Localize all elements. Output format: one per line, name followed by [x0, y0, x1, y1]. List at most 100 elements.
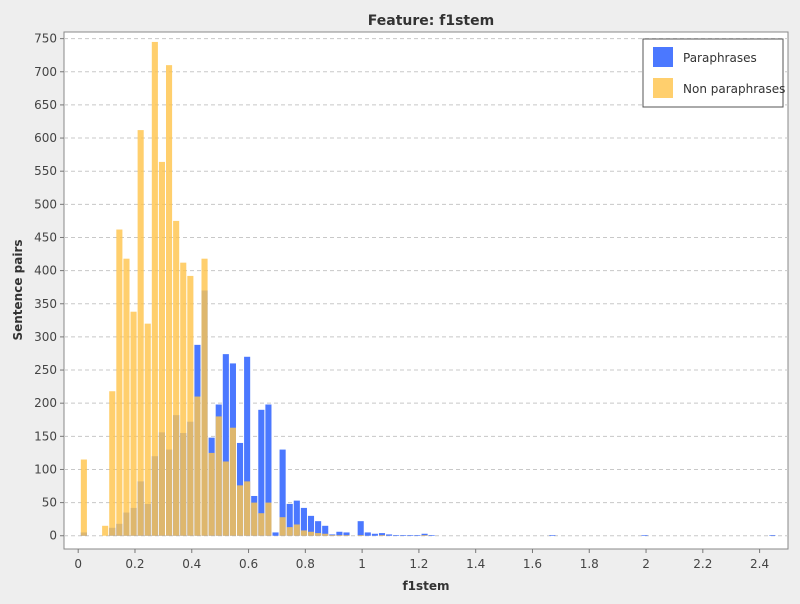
bar-paraphrases [357, 521, 364, 536]
bar-non-paraphrases [251, 502, 258, 536]
bar-paraphrases [222, 354, 229, 536]
bar-non-paraphrases [293, 524, 300, 536]
bar-paraphrases [428, 535, 435, 536]
x-tick-label: 0.6 [239, 557, 258, 571]
bar-paraphrases [244, 356, 251, 536]
bar-non-paraphrases [80, 459, 87, 536]
bar-non-paraphrases [208, 452, 215, 536]
bar-non-paraphrases [130, 311, 137, 536]
bar-non-paraphrases [194, 396, 201, 536]
bar-non-paraphrases [315, 533, 322, 536]
bars [80, 41, 776, 536]
bar-non-paraphrases [123, 258, 130, 536]
bar-non-paraphrases [336, 535, 343, 536]
x-axis: 0 0.2 0.4 0.6 0.8 1 1.2 1.4 1.6 1.8 2 2.2 2.4 [74, 549, 769, 571]
x-tick-label: 1.6 [523, 557, 542, 571]
y-tick-label: 100 [34, 462, 57, 476]
x-tick-label: 2.4 [750, 557, 769, 571]
bar-non-paraphrases [300, 530, 307, 536]
y-tick-label: 450 [34, 230, 57, 244]
bar-non-paraphrases [307, 531, 315, 536]
y-tick-label: 250 [34, 363, 57, 377]
bar-paraphrases [769, 535, 776, 536]
bar-non-paraphrases [286, 527, 293, 536]
y-tick-label: 150 [34, 429, 57, 443]
bar-paraphrases [641, 535, 648, 536]
bar-non-paraphrases [236, 485, 244, 536]
bar-non-paraphrases [173, 220, 180, 536]
plot-area [63, 31, 789, 550]
x-tick-label: 0.4 [182, 557, 201, 571]
bar-non-paraphrases [109, 391, 116, 536]
bar-non-paraphrases [116, 229, 123, 536]
legend-label-paraphrases: Paraphrases [683, 51, 757, 65]
y-tick-label: 0 [49, 529, 57, 543]
bar-non-paraphrases [180, 262, 187, 536]
bar-non-paraphrases [222, 461, 229, 536]
bar-paraphrases [549, 535, 556, 536]
bar-paraphrases [286, 503, 293, 536]
y-tick-label: 750 [34, 32, 57, 46]
bar-paraphrases [364, 532, 371, 536]
bar-non-paraphrases [229, 427, 236, 536]
bar-paraphrases [293, 500, 300, 536]
chart-title: Feature: f1stem [368, 13, 494, 29]
bar-non-paraphrases [343, 535, 350, 536]
y-tick-label: 400 [34, 264, 57, 278]
bar-paraphrases [400, 535, 407, 536]
y-tick-label: 200 [34, 396, 57, 410]
bar-non-paraphrases [144, 323, 151, 536]
bar-non-paraphrases [244, 481, 251, 536]
x-tick-label: 1.2 [409, 557, 428, 571]
y-tick-label: 650 [34, 98, 57, 112]
bar-paraphrases [300, 507, 307, 536]
bar-paraphrases [386, 534, 393, 536]
bar-paraphrases [315, 521, 322, 536]
bar-non-paraphrases [279, 517, 286, 536]
bar-non-paraphrases [158, 161, 166, 536]
x-tick-label: 0 [74, 557, 82, 571]
y-tick-label: 700 [34, 65, 57, 79]
y-tick-label: 500 [34, 197, 57, 211]
y-tick-label: 550 [34, 164, 57, 178]
bar-paraphrases [421, 533, 428, 536]
y-axis-label: Sentence pairs [11, 239, 25, 340]
bar-paraphrases [322, 525, 329, 536]
x-tick-label: 1 [358, 557, 366, 571]
bar-non-paraphrases [421, 535, 428, 536]
y-tick-label: 50 [42, 496, 57, 510]
x-tick-label: 1.8 [580, 557, 599, 571]
x-tick-label: 2 [642, 557, 650, 571]
legend: Paraphrases Non paraphrases [642, 38, 785, 108]
bar-non-paraphrases [357, 535, 364, 536]
bar-non-paraphrases [166, 65, 173, 536]
bar-paraphrases [393, 535, 400, 536]
bar-paraphrases [336, 531, 343, 536]
bar-non-paraphrases [322, 533, 329, 536]
bar-non-paraphrases [151, 41, 158, 536]
x-tick-label: 0.2 [125, 557, 144, 571]
bar-non-paraphrases [329, 535, 336, 536]
legend-swatch-non-paraphrases [653, 78, 673, 98]
bar-non-paraphrases [265, 502, 272, 536]
x-tick-label: 2.2 [693, 557, 712, 571]
bar-paraphrases [265, 404, 272, 536]
bar-non-paraphrases [187, 275, 194, 536]
bar-paraphrases [407, 535, 414, 536]
bar-non-paraphrases [137, 130, 144, 536]
y-tick-label: 600 [34, 131, 57, 145]
y-axis: 0 50 100 150 200 250 300 350 400 450 500 550 600 650 7… [34, 32, 64, 543]
bar-paraphrases [279, 449, 286, 536]
bar-non-paraphrases [201, 258, 208, 536]
y-tick-label: 350 [34, 297, 57, 311]
x-tick-label: 1.4 [466, 557, 485, 571]
bar-paraphrases [371, 533, 378, 536]
legend-label-non-paraphrases: Non paraphrases [683, 82, 785, 96]
bar-non-paraphrases [378, 535, 386, 536]
bar-paraphrases [343, 532, 350, 536]
bar-paraphrases [378, 533, 386, 536]
x-axis-label: f1stem [402, 579, 449, 593]
bar-non-paraphrases [215, 416, 222, 536]
